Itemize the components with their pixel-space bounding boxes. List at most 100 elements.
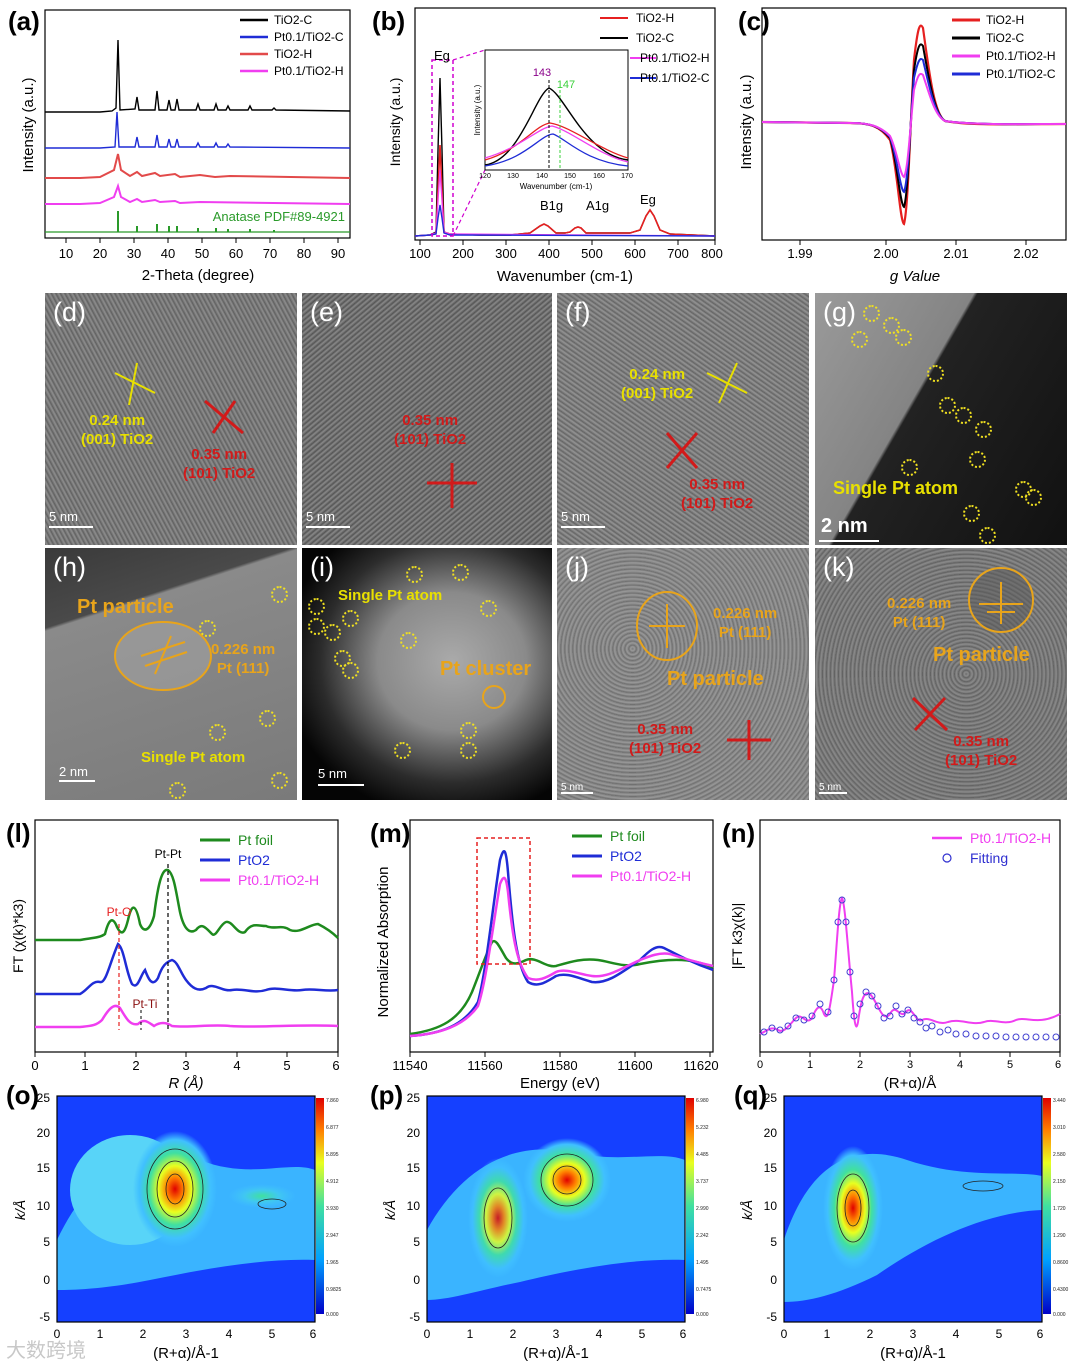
ylabel-m: Normalized Absorption	[375, 867, 392, 1018]
svg-text:TiO2-H: TiO2-H	[636, 11, 674, 25]
xtick-a-1: 20	[93, 246, 107, 261]
svg-text:11620: 11620	[683, 1058, 718, 1073]
svg-text:Pt0.1/TiO2-C: Pt0.1/TiO2-C	[640, 71, 710, 85]
legend-a-2: TiO2-H	[274, 47, 312, 61]
inset-pt-tio2-c-line	[484, 133, 629, 167]
xlabel-n: (R+α)/Å	[884, 1075, 936, 1092]
peak-eg-2: Eg	[640, 192, 656, 207]
svg-text:0: 0	[413, 1273, 420, 1287]
svg-text:6: 6	[1037, 1327, 1044, 1341]
svg-text:5: 5	[1007, 1059, 1013, 1071]
svg-text:1.495: 1.495	[696, 1260, 709, 1266]
svg-text:11560: 11560	[467, 1058, 502, 1073]
svg-text:25: 25	[764, 1091, 778, 1105]
svg-text:0.7475: 0.7475	[696, 1287, 712, 1293]
svg-text:5: 5	[283, 1058, 290, 1073]
svg-text:0: 0	[43, 1273, 50, 1287]
tem-image-h: (h) Pt particle 0.226 nm Pt (111) Single …	[45, 548, 297, 800]
xtick-a-6: 70	[263, 246, 277, 261]
svg-text:400: 400	[538, 246, 560, 261]
panel-n-label: (n)	[722, 818, 756, 848]
svg-text:200: 200	[452, 246, 474, 261]
svg-text:3: 3	[183, 1327, 190, 1341]
xlabel-b: Wavenumber (cm-1)	[497, 268, 633, 285]
svg-text:6.980: 6.980	[696, 1098, 709, 1104]
svg-text:Pt0.1/TiO2-C: Pt0.1/TiO2-C	[986, 67, 1056, 81]
svg-text:120: 120	[479, 173, 491, 180]
xtick-a-7: 80	[297, 246, 311, 261]
ylabel-o: k/Å	[12, 1200, 28, 1220]
panel-m-xanes-chart: 11540 11560 11580 11600 11620 Energy (eV) …	[375, 819, 719, 1092]
fit-data-line	[759, 896, 1061, 1035]
svg-text:Pt0.1/TiO2-H: Pt0.1/TiO2-H	[970, 830, 1051, 846]
svg-text:11540: 11540	[392, 1058, 427, 1073]
svg-text:20: 20	[37, 1126, 51, 1140]
watermark: 大数跨境	[6, 1338, 86, 1362]
xtick-a-4: 50	[195, 246, 209, 261]
svg-text:4.485: 4.485	[696, 1152, 709, 1158]
inset-peak-143: 143	[533, 67, 551, 79]
svg-text:4: 4	[957, 1059, 963, 1071]
xlabel-p: (R+α)/Å-1	[523, 1345, 589, 1362]
svg-text:1.290: 1.290	[1053, 1233, 1066, 1239]
xanes-pt-foil-line	[409, 939, 714, 1036]
raman-tio2-h-line	[414, 144, 716, 237]
svg-text:5: 5	[770, 1235, 777, 1249]
ylabel-n: |FT k3χ(k)|	[729, 903, 745, 969]
svg-text:5.232: 5.232	[696, 1125, 709, 1131]
panel-l-eft-chart: Pt-Pt Pt-O Pt-Ti 0 1 2 3 4 5 6 R (Å) FT (χ(…	[10, 819, 340, 1092]
svg-text:5.895: 5.895	[326, 1152, 339, 1158]
svg-text:170: 170	[621, 173, 633, 180]
svg-text:100: 100	[409, 246, 431, 261]
svg-text:150: 150	[564, 173, 576, 180]
svg-text:0: 0	[770, 1273, 777, 1287]
svg-text:2.990: 2.990	[696, 1206, 709, 1212]
panel-o-label: (o)	[6, 1080, 40, 1110]
svg-text:4: 4	[233, 1058, 240, 1073]
svg-text:3.930: 3.930	[326, 1206, 339, 1212]
panel-o-wavelet-map: 7.860 6.877 5.895 4.912 3.930 2.947 1.965 0.…	[12, 1091, 342, 1362]
svg-text:TiO2-C: TiO2-C	[636, 31, 675, 45]
svg-text:25: 25	[407, 1091, 421, 1105]
svg-text:0.000: 0.000	[1053, 1312, 1066, 1318]
svg-text:-5: -5	[409, 1310, 420, 1324]
svg-text:0: 0	[424, 1327, 431, 1341]
xtick-a-0: 10	[59, 246, 73, 261]
svg-text:TiO2-H: TiO2-H	[986, 13, 1024, 27]
svg-text:6: 6	[332, 1058, 339, 1073]
svg-text:4: 4	[953, 1327, 960, 1341]
svg-text:4: 4	[596, 1327, 603, 1341]
svg-text:500: 500	[581, 246, 603, 261]
svg-text:2.580: 2.580	[1053, 1152, 1066, 1158]
panel-q-label: (q)	[734, 1080, 768, 1110]
svg-text:2: 2	[867, 1327, 874, 1341]
fitting-markers	[760, 896, 1060, 1041]
svg-text:600: 600	[624, 246, 646, 261]
svg-text:2.150: 2.150	[1053, 1179, 1066, 1185]
svg-text:15: 15	[764, 1161, 778, 1175]
svg-text:Pt foil: Pt foil	[610, 828, 645, 844]
svg-text:10: 10	[764, 1199, 778, 1213]
svg-text:2: 2	[140, 1327, 147, 1341]
svg-text:300: 300	[495, 246, 517, 261]
xtick-a-8: 90	[331, 246, 345, 261]
svg-text:160: 160	[593, 173, 605, 180]
svg-text:2.02: 2.02	[1013, 246, 1038, 261]
svg-text:1.965: 1.965	[326, 1260, 339, 1266]
svg-text:-5: -5	[39, 1310, 50, 1324]
xrd-pt-tio2-h-line	[45, 182, 351, 205]
svg-text:5: 5	[413, 1235, 420, 1249]
svg-text:TiO2-C: TiO2-C	[986, 31, 1025, 45]
svg-text:Fitting: Fitting	[970, 850, 1008, 866]
tem-image-k: (k) 0.226 nm Pt (111) Pt particle 0.35 nm…	[815, 548, 1067, 800]
svg-text:Pt0.1/TiO2-H: Pt0.1/TiO2-H	[986, 49, 1056, 63]
svg-text:Pt0.1/TiO2-H: Pt0.1/TiO2-H	[238, 872, 319, 888]
svg-text:25: 25	[37, 1091, 51, 1105]
xanes-pt-tio2-h-line	[409, 876, 714, 1038]
svg-text:20: 20	[407, 1126, 421, 1140]
legend-a-3: Pt0.1/TiO2-H	[274, 64, 344, 78]
panel-b-label: (b)	[372, 6, 406, 36]
tem-image-d: (d) 0.24 nm (001) TiO2 0.35 nm (101) TiO2 …	[45, 293, 297, 545]
ann-pt-ti: Pt-Ti	[133, 997, 158, 1011]
ft-pt-tio2-h-line	[35, 1004, 339, 1029]
